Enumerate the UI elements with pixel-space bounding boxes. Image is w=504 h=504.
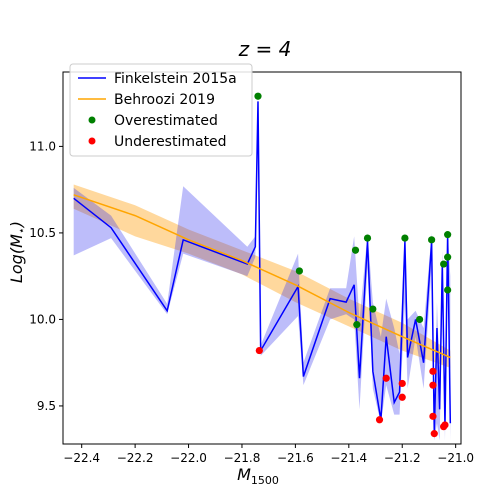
underestimated-point [255,346,263,355]
y-axis-label: Log(M⋆) [7,221,28,283]
y-tick-label: 9.5 [37,399,56,413]
plot-frame [62,71,462,445]
x-axis-label-sub: 1500 [251,474,279,487]
legend-marker-overestimated [88,116,96,124]
overestimated-point [440,260,448,268]
legend-label-overestimated: Overestimated [114,113,218,129]
x-tick-label: −21.4 [330,451,367,465]
y-tick-label: 10.0 [29,312,56,326]
y-axis-label-close: ) [7,221,26,228]
overestimated-point [415,315,424,324]
legend-box [69,63,253,157]
x-tick-label: −22.2 [117,451,154,465]
x-tick-label: −21.2 [384,451,421,465]
y-tick-label: 10.5 [29,226,56,240]
finkelstein-line [73,101,452,434]
chart-title: z = 4 [238,37,292,61]
legend-label-finkelstein: Finkelstein 2015a [114,71,237,87]
x-axis-label: M1500 [237,465,279,487]
x-tick-label: −21.0 [437,451,474,465]
x-tick-label: −22.0 [170,451,207,465]
overestimated-point [401,234,409,242]
series-lines [73,101,452,434]
x-tick-label: −21.8 [224,451,261,465]
behroozi-line [73,194,451,359]
legend: Finkelstein 2015a Behroozi 2019 Overesti… [69,63,253,157]
legend-label-underestimated: Underestimated [114,134,227,150]
underestimated-point [375,416,384,424]
overestimated-point [428,236,436,244]
overestimated-point [351,246,360,254]
overestimated-point [363,234,372,242]
scatter-points [254,92,452,438]
y-axis-ticks: 9.5 10.0 10.5 11.0 [29,139,63,413]
underestimated-point [430,430,438,438]
legend-marker-underestimated [88,137,96,145]
underestimated-point [398,393,406,401]
y-axis-label-main: Log(M [7,234,26,283]
overestimated-point [369,305,377,313]
overestimated-point [444,231,452,239]
y-axis-label-sub: ⋆ [15,227,28,234]
overestimated-point [444,286,452,294]
y-tick-label: 11.0 [29,139,56,153]
overestimated-point [254,92,262,100]
underestimated-point [429,412,437,420]
underestimated-point [382,374,390,382]
x-axis-label-main: M [237,465,251,484]
x-tick-label: −21.6 [277,451,314,465]
overestimated-point [444,253,452,261]
underestimated-point [441,421,449,429]
legend-label-behroozi: Behroozi 2019 [114,92,215,108]
underestimated-point [429,381,437,389]
underestimated-point [398,379,406,388]
x-tick-label: −22.4 [63,451,100,465]
underestimated-point [429,367,437,375]
overestimated-point [295,267,303,275]
overestimated-point [353,321,361,329]
x-axis-ticks: −22.4 −22.2 −22.0 −21.8 −21.6 −21.4 −21.2 −21.0 [63,444,474,465]
